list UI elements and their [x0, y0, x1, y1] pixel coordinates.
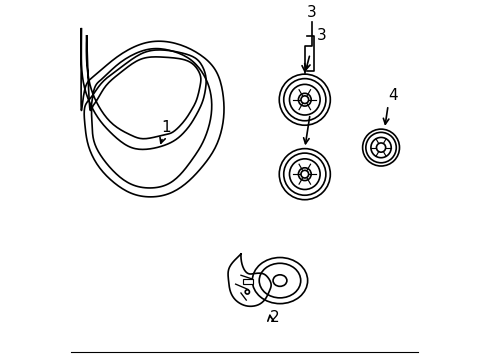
Text: 3: 3 — [317, 28, 326, 43]
FancyBboxPatch shape — [242, 279, 253, 284]
Text: 1: 1 — [162, 120, 171, 135]
Text: 4: 4 — [388, 88, 397, 103]
Text: 2: 2 — [269, 310, 279, 325]
Text: 3: 3 — [306, 5, 316, 20]
